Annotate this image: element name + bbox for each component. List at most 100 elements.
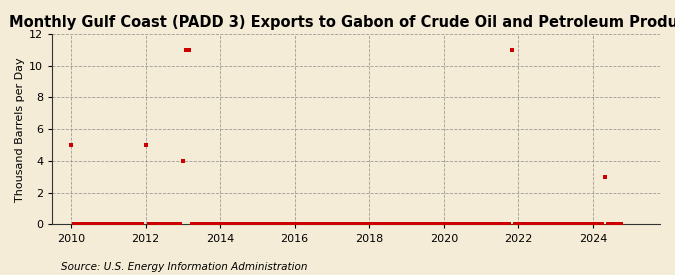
Point bbox=[234, 222, 244, 227]
Point bbox=[516, 222, 526, 227]
Point bbox=[603, 222, 614, 227]
Point bbox=[482, 222, 493, 227]
Point bbox=[401, 222, 412, 227]
Point bbox=[569, 222, 580, 227]
Point bbox=[140, 143, 151, 147]
Point bbox=[416, 222, 427, 227]
Point bbox=[612, 222, 623, 227]
Point bbox=[286, 222, 297, 227]
Point bbox=[109, 222, 120, 227]
Point bbox=[556, 222, 567, 227]
Point bbox=[360, 222, 371, 227]
Point bbox=[249, 222, 260, 227]
Point bbox=[308, 222, 319, 227]
Point bbox=[410, 222, 421, 227]
Point bbox=[451, 222, 462, 227]
Point bbox=[302, 222, 313, 227]
Point bbox=[563, 222, 574, 227]
Title: Monthly Gulf Coast (PADD 3) Exports to Gabon of Crude Oil and Petroleum Products: Monthly Gulf Coast (PADD 3) Exports to G… bbox=[9, 15, 675, 30]
Point bbox=[134, 222, 144, 227]
Point bbox=[457, 222, 468, 227]
Point bbox=[174, 222, 185, 227]
Point bbox=[283, 222, 294, 227]
Point bbox=[370, 222, 381, 227]
Point bbox=[199, 222, 210, 227]
Point bbox=[205, 222, 216, 227]
Point bbox=[544, 222, 555, 227]
Point bbox=[535, 222, 545, 227]
Point bbox=[329, 222, 340, 227]
Point bbox=[65, 143, 76, 147]
Point bbox=[373, 222, 384, 227]
Point bbox=[348, 222, 359, 227]
Point bbox=[404, 222, 415, 227]
Point bbox=[522, 222, 533, 227]
Point bbox=[193, 222, 204, 227]
Point bbox=[202, 222, 213, 227]
Point bbox=[137, 222, 148, 227]
Point bbox=[333, 222, 344, 227]
Point bbox=[460, 222, 471, 227]
Point bbox=[554, 222, 564, 227]
Point bbox=[271, 222, 281, 227]
Point bbox=[290, 222, 300, 227]
Point bbox=[131, 222, 142, 227]
Point bbox=[423, 222, 433, 227]
Point bbox=[78, 222, 89, 227]
Point bbox=[146, 222, 157, 227]
Point bbox=[364, 222, 375, 227]
Point bbox=[600, 175, 611, 179]
Point bbox=[149, 222, 160, 227]
Point bbox=[532, 222, 543, 227]
Point bbox=[153, 222, 163, 227]
Point bbox=[259, 222, 269, 227]
Point bbox=[345, 222, 356, 227]
Point bbox=[162, 222, 173, 227]
Point bbox=[587, 222, 598, 227]
Point bbox=[255, 222, 266, 227]
Point bbox=[87, 222, 98, 227]
Point bbox=[606, 222, 617, 227]
Point bbox=[242, 222, 253, 227]
Point bbox=[575, 222, 586, 227]
Point bbox=[497, 222, 508, 227]
Point bbox=[230, 222, 241, 227]
Point bbox=[90, 222, 101, 227]
Point bbox=[143, 222, 154, 227]
Point bbox=[407, 222, 418, 227]
Point bbox=[72, 222, 82, 227]
Point bbox=[236, 222, 247, 227]
Point bbox=[485, 222, 495, 227]
Point bbox=[298, 222, 309, 227]
Point bbox=[354, 222, 365, 227]
Point bbox=[261, 222, 272, 227]
Point bbox=[435, 222, 446, 227]
Point bbox=[339, 222, 350, 227]
Point bbox=[106, 222, 117, 227]
Point bbox=[466, 222, 477, 227]
Point bbox=[491, 222, 502, 227]
Point bbox=[352, 222, 362, 227]
Point bbox=[277, 222, 288, 227]
Point bbox=[311, 222, 322, 227]
Point bbox=[122, 222, 132, 227]
Point bbox=[616, 222, 626, 227]
Point bbox=[305, 222, 316, 227]
Point bbox=[429, 222, 440, 227]
Point bbox=[100, 222, 111, 227]
Point bbox=[395, 222, 406, 227]
Point bbox=[383, 222, 394, 227]
Point bbox=[504, 222, 514, 227]
Point bbox=[211, 222, 222, 227]
Point bbox=[171, 222, 182, 227]
Point bbox=[168, 222, 179, 227]
Point bbox=[581, 222, 592, 227]
Point bbox=[585, 222, 595, 227]
Point bbox=[342, 222, 353, 227]
Point bbox=[385, 222, 396, 227]
Point bbox=[367, 222, 378, 227]
Point bbox=[115, 222, 126, 227]
Point bbox=[591, 222, 601, 227]
Point bbox=[252, 222, 263, 227]
Point bbox=[566, 222, 576, 227]
